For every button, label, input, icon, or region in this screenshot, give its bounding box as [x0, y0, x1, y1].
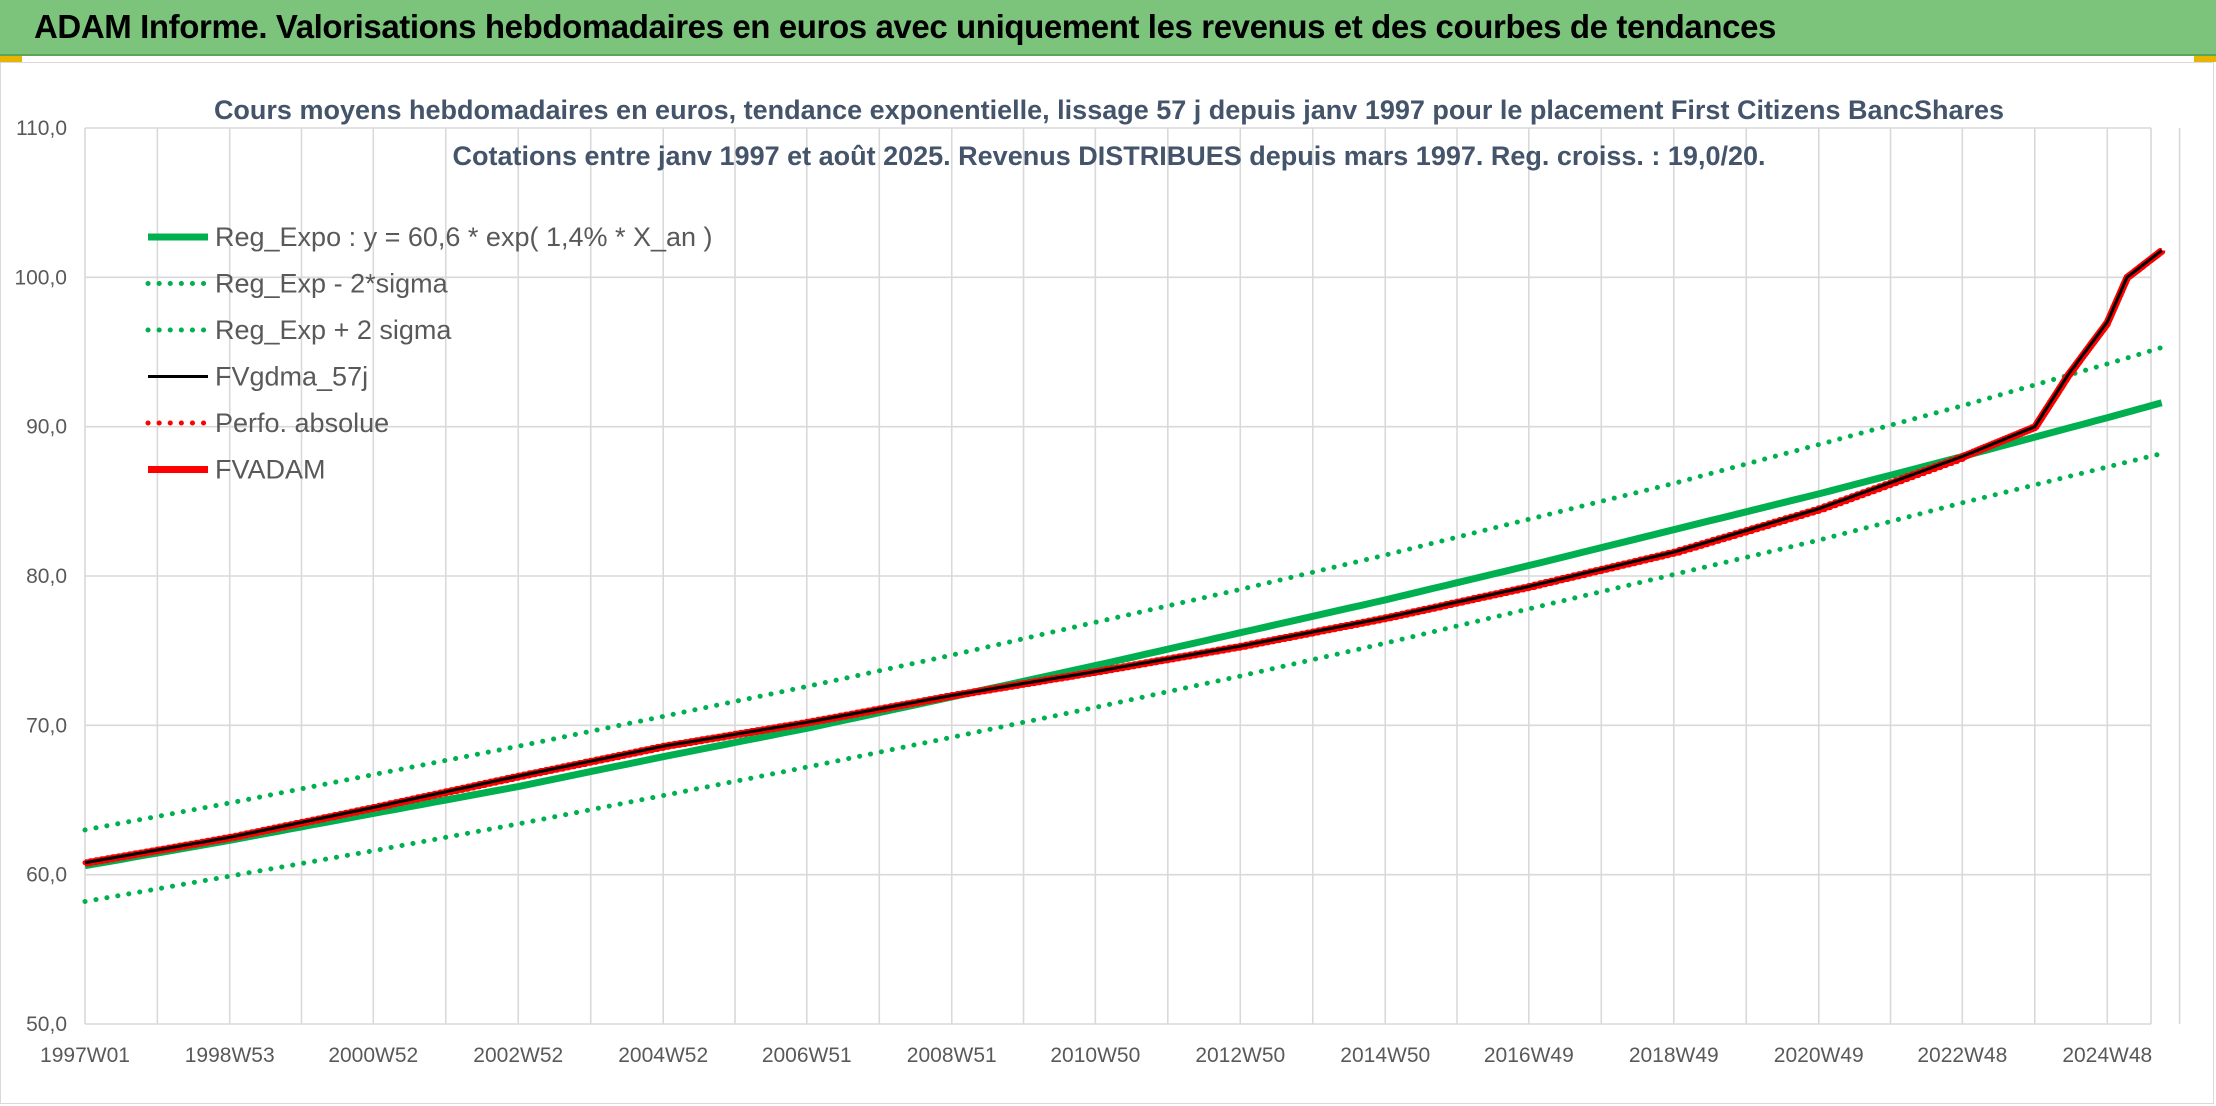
report-banner: ADAM Informe. Valorisations hebdomadaire… [0, 0, 2216, 56]
legend-label: Reg_Exp + 2 sigma [215, 315, 452, 345]
x-tick-label: 2008W51 [907, 1044, 997, 1067]
chart-title: Cours moyens hebdomadaires en euros, ten… [214, 95, 2004, 125]
series-line-2 [82, 345, 2165, 833]
chart-title-block: Cours moyens hebdomadaires en euros, ten… [214, 95, 2004, 171]
y-tick-label: 60,0 [26, 864, 67, 887]
x-tick-label: 2004W52 [618, 1044, 708, 1067]
series-line-3 [84, 249, 2163, 865]
x-tick-label: 2024W48 [2062, 1044, 2152, 1067]
x-tick-label: 2006W51 [762, 1044, 852, 1067]
y-tick-label: 50,0 [26, 1013, 67, 1036]
x-tick-label: 2016W49 [1484, 1044, 1574, 1067]
x-tick-label: 2010W50 [1050, 1044, 1140, 1067]
x-tick-label: 2018W49 [1629, 1044, 1719, 1067]
series-line-1 [82, 451, 2165, 904]
corner-marker-left [0, 56, 22, 62]
x-tick-label: 1998W53 [185, 1044, 275, 1067]
x-tick-label: 2022W48 [1917, 1044, 2007, 1067]
legend-label: Perfo. absolue [215, 408, 389, 438]
series-layer [82, 248, 2166, 904]
legend-label: FVgdma_57j [215, 362, 368, 392]
x-tick-label: 2002W52 [473, 1044, 563, 1067]
chart-subtitle: Cotations entre janv 1997 et août 2025. … [452, 141, 1765, 171]
y-tick-label: 80,0 [26, 565, 67, 588]
y-axis-ticks: 50,0 60,0 70,0 80,0 90,0 100,0 110,0 [14, 117, 67, 1036]
chart-area: 50,0 60,0 70,0 80,0 90,0 100,0 110,0 1997W01 19… [0, 62, 2214, 1104]
y-tick-label: 70,0 [26, 714, 67, 737]
report-title: ADAM Informe. Valorisations hebdomadaire… [34, 8, 1776, 45]
y-tick-label: 100,0 [14, 266, 67, 289]
x-tick-label: 2012W50 [1195, 1044, 1285, 1067]
x-tick-label: 2014W50 [1340, 1044, 1430, 1067]
legend-label: Reg_Exp - 2*sigma [215, 269, 449, 299]
x-tick-label: 2000W52 [328, 1044, 418, 1067]
grid-layer [84, 127, 2181, 1025]
x-tick-label: 2020W49 [1774, 1044, 1864, 1067]
legend-label: FVADAM [215, 455, 326, 485]
legend-label: Reg_Expo : y = 60,6 * exp( 1,4% * X_an ) [215, 222, 713, 252]
y-tick-label: 110,0 [16, 117, 67, 140]
legend: Reg_Expo : y = 60,6 * exp( 1,4% * X_an )… [145, 222, 713, 485]
y-tick-label: 90,0 [26, 416, 67, 439]
x-tick-label: 1997W01 [40, 1044, 130, 1067]
series-line-0 [84, 399, 2163, 870]
x-axis-ticks: 1997W01 1998W53 2000W52 2002W52 2004W52 2006W… [40, 1044, 2152, 1067]
corner-marker-right [2194, 56, 2216, 62]
